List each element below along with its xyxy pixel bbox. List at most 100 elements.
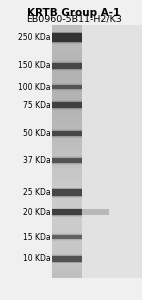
- Bar: [52, 219, 82, 223]
- Bar: [52, 185, 82, 189]
- Bar: [52, 254, 82, 256]
- Bar: [52, 206, 82, 210]
- Bar: [52, 234, 82, 235]
- Bar: [52, 189, 82, 196]
- Bar: [52, 26, 82, 30]
- Bar: [52, 215, 82, 217]
- Bar: [52, 244, 82, 248]
- Bar: [52, 55, 82, 59]
- Text: 50 KDa: 50 KDa: [23, 129, 50, 138]
- Bar: [52, 164, 82, 168]
- Bar: [52, 248, 82, 252]
- Bar: [52, 42, 82, 46]
- Bar: [52, 68, 82, 72]
- Bar: [52, 131, 82, 136]
- Bar: [52, 256, 82, 262]
- Bar: [52, 38, 82, 42]
- Bar: [52, 160, 82, 164]
- Bar: [52, 72, 82, 76]
- Bar: [82, 209, 109, 215]
- Bar: [52, 168, 82, 172]
- Bar: [52, 33, 82, 42]
- Bar: [52, 158, 82, 163]
- Bar: [52, 34, 82, 38]
- Bar: [52, 136, 82, 137]
- Bar: [52, 110, 82, 114]
- Bar: [52, 63, 82, 68]
- Text: 10 KDa: 10 KDa: [23, 254, 50, 263]
- Bar: [52, 214, 82, 219]
- Bar: [52, 163, 82, 165]
- Bar: [52, 118, 82, 122]
- Bar: [52, 273, 82, 278]
- Bar: [52, 189, 82, 194]
- Bar: [52, 100, 82, 102]
- Bar: [82, 26, 142, 278]
- Text: 25 KDa: 25 KDa: [23, 188, 50, 197]
- Bar: [52, 108, 82, 109]
- Bar: [52, 88, 82, 93]
- Bar: [52, 236, 82, 240]
- Bar: [52, 62, 82, 63]
- Bar: [52, 172, 82, 177]
- Bar: [52, 63, 82, 69]
- Text: 37 KDa: 37 KDa: [23, 156, 50, 165]
- Bar: [52, 210, 82, 214]
- Bar: [52, 194, 82, 198]
- Bar: [52, 233, 82, 235]
- Bar: [52, 105, 82, 110]
- Bar: [52, 80, 82, 84]
- Bar: [52, 135, 82, 139]
- Bar: [52, 256, 82, 261]
- Bar: [52, 61, 82, 63]
- Bar: [52, 239, 82, 240]
- Bar: [52, 83, 82, 85]
- Bar: [52, 32, 82, 33]
- Bar: [52, 30, 82, 34]
- Bar: [52, 59, 82, 63]
- Bar: [52, 152, 82, 156]
- Text: EB0960-5B11-H2/K3: EB0960-5B11-H2/K3: [26, 14, 122, 23]
- Bar: [52, 255, 82, 256]
- Bar: [52, 208, 82, 209]
- Bar: [52, 42, 82, 43]
- Bar: [52, 114, 82, 118]
- Bar: [52, 42, 82, 43]
- Bar: [52, 93, 82, 97]
- Bar: [52, 129, 82, 131]
- Bar: [52, 157, 82, 158]
- Bar: [52, 85, 82, 89]
- Bar: [52, 69, 82, 71]
- Text: 20 KDa: 20 KDa: [23, 208, 50, 217]
- Bar: [52, 76, 82, 80]
- Bar: [52, 196, 82, 198]
- Bar: [52, 51, 82, 55]
- Bar: [52, 26, 82, 278]
- Bar: [52, 177, 82, 181]
- Bar: [52, 147, 82, 152]
- Bar: [52, 188, 82, 189]
- Bar: [52, 130, 82, 135]
- Text: 150 KDa: 150 KDa: [18, 61, 50, 70]
- Bar: [52, 89, 82, 91]
- Bar: [52, 84, 82, 88]
- Bar: [52, 143, 82, 147]
- Bar: [52, 227, 82, 231]
- Text: 250 KDa: 250 KDa: [18, 33, 50, 42]
- Text: 100 KDa: 100 KDa: [18, 82, 50, 91]
- Bar: [52, 209, 82, 215]
- Bar: [52, 265, 82, 269]
- Text: KRTB Group A-1: KRTB Group A-1: [27, 8, 120, 17]
- Bar: [52, 102, 82, 108]
- Bar: [52, 223, 82, 227]
- Bar: [52, 108, 82, 110]
- Bar: [52, 163, 82, 164]
- Bar: [52, 84, 82, 85]
- Bar: [52, 136, 82, 138]
- Bar: [52, 198, 82, 202]
- Bar: [52, 240, 82, 244]
- Bar: [52, 262, 82, 263]
- Bar: [52, 239, 82, 241]
- Bar: [52, 46, 82, 51]
- Bar: [52, 130, 82, 131]
